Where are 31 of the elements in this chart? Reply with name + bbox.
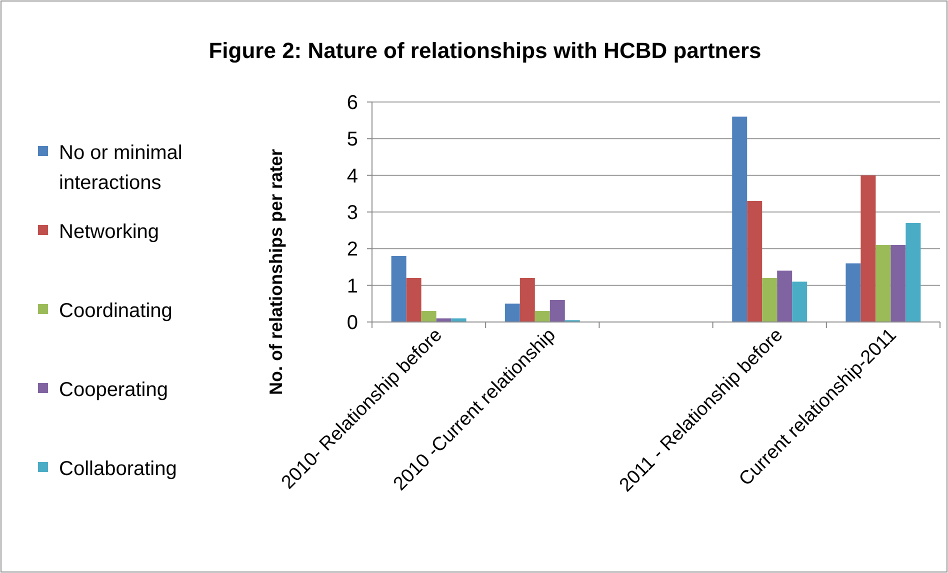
legend-label: Collaborating bbox=[59, 458, 177, 480]
y-tick-label: 0 bbox=[346, 312, 358, 334]
legend-label: No or minimal interactions bbox=[59, 142, 182, 194]
bar bbox=[906, 223, 921, 322]
y-tick-label: 6 bbox=[346, 92, 358, 114]
legend-label: Cooperating bbox=[59, 379, 168, 401]
y-tick-label: 2 bbox=[346, 238, 358, 261]
bar bbox=[550, 300, 565, 322]
bar bbox=[406, 278, 422, 322]
bar bbox=[876, 245, 891, 322]
y-tick-label: 1 bbox=[346, 275, 358, 298]
bar bbox=[846, 263, 861, 322]
bar bbox=[504, 304, 520, 322]
y-tick-label: 4 bbox=[346, 165, 358, 188]
bar bbox=[391, 256, 406, 322]
legend-label: Networking bbox=[59, 221, 160, 243]
bar bbox=[747, 201, 762, 322]
bar bbox=[534, 311, 550, 322]
chart-title: Figure 2: Nature of relationships with HCBD partners bbox=[208, 38, 762, 63]
legend-label: Coordinating bbox=[59, 300, 172, 322]
bar bbox=[777, 270, 792, 322]
bar bbox=[520, 278, 535, 322]
y-tick-label: 3 bbox=[346, 202, 358, 224]
bar bbox=[732, 116, 748, 322]
bar bbox=[890, 245, 906, 322]
bar bbox=[860, 175, 876, 322]
bar bbox=[421, 311, 436, 322]
y-axis-title: No. of relationships per rater bbox=[266, 148, 286, 396]
bar bbox=[792, 282, 808, 322]
y-tick-label: 5 bbox=[346, 128, 358, 151]
bar bbox=[762, 278, 778, 322]
